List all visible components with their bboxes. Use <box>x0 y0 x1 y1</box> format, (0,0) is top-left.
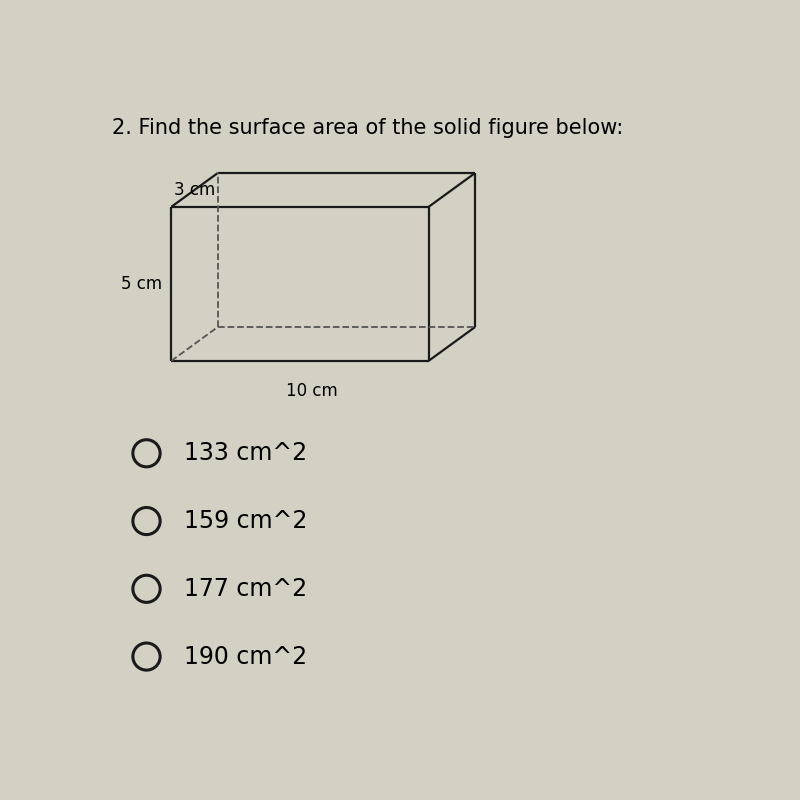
Text: 10 cm: 10 cm <box>286 382 338 401</box>
Text: 190 cm^2: 190 cm^2 <box>184 645 307 669</box>
Text: 2. Find the surface area of the solid figure below:: 2. Find the surface area of the solid fi… <box>112 118 624 138</box>
Text: 133 cm^2: 133 cm^2 <box>184 442 307 466</box>
Text: 3 cm: 3 cm <box>174 182 216 199</box>
Text: 159 cm^2: 159 cm^2 <box>184 509 307 533</box>
Text: 177 cm^2: 177 cm^2 <box>184 577 307 601</box>
Text: 5 cm: 5 cm <box>121 275 162 293</box>
